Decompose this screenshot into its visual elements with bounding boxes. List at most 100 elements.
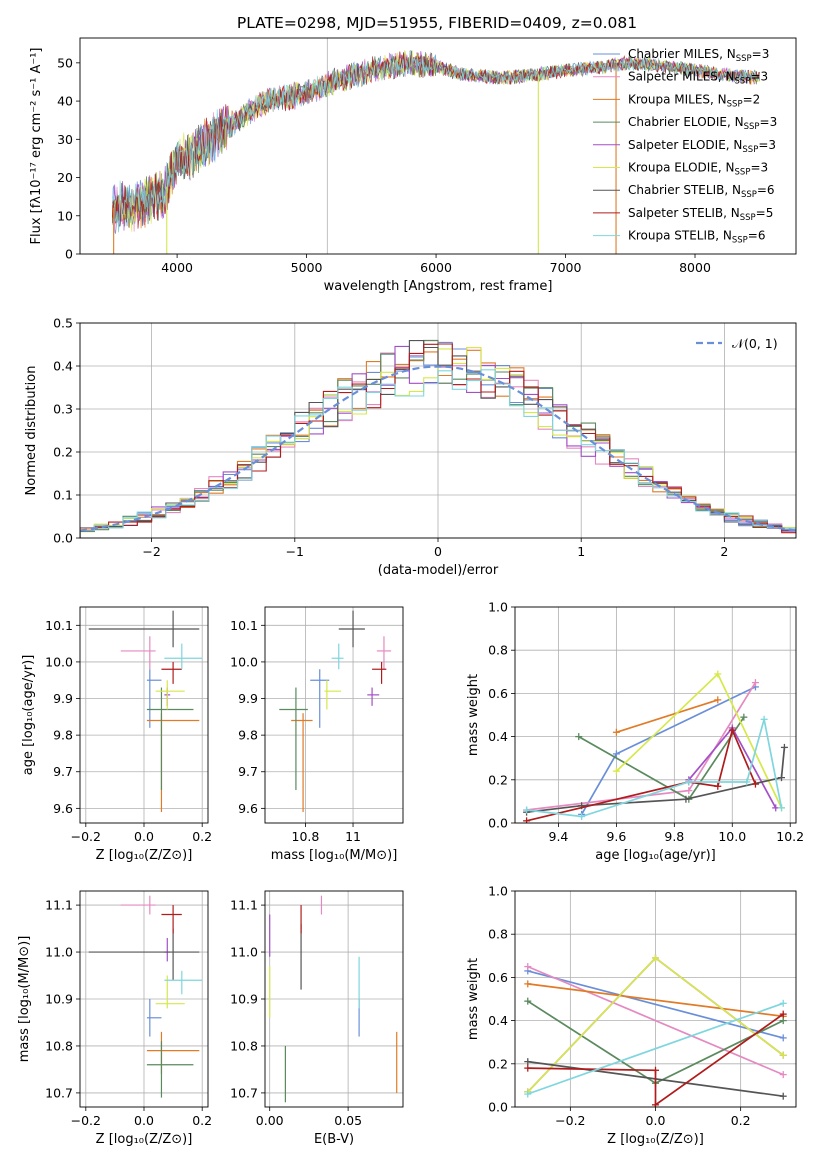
weight-line-kroupa-miles (616, 699, 719, 734)
panel-mass-vs-ebv: 0.00 0.05 10.7 10.8 10.9 11.0 11.1 E(B-V) (230, 890, 404, 1147)
y-tick-label: 30 (57, 132, 73, 147)
y-tick-label: 10.7 (230, 1085, 258, 1100)
x-tick-label: 4000 (161, 260, 193, 275)
x-axis-label: Z [log₁₀(Z/Z⊙)] (96, 848, 193, 863)
y-tick-label: 0.4 (488, 1013, 508, 1028)
legend-entry: Kroupa MILES, NSSP=2 (628, 92, 760, 109)
y-tick-label: 1.0 (488, 600, 508, 615)
y-tick-label: 10.0 (230, 654, 258, 669)
spectrum-line-salpeter-stelib (112, 51, 760, 229)
y-tick-label: 10.9 (45, 992, 73, 1007)
y-axis-label: Flux [fλ10⁻¹⁷ erg cm⁻² s⁻¹ A⁻¹] (29, 48, 44, 245)
y-tick-label: 0.2 (488, 1056, 508, 1071)
legend-entry: Chabrier ELODIE, NSSP=3 (628, 115, 777, 132)
legend-entry: Chabrier MILES, NSSP=3 (628, 47, 769, 64)
y-tick-label: 0.2 (488, 772, 508, 787)
y-tick-label: 10.7 (45, 1085, 73, 1100)
axes-frame (264, 890, 404, 1108)
y-tick-label: 0.0 (53, 531, 73, 546)
weight-line-chabrier-miles (527, 970, 784, 1039)
panel-weight-vs-z: −0.2 0.0 0.2 0.0 0.2 0.4 0.6 0.8 1.0 Z [log₁₀(Z/Z… (466, 884, 797, 1147)
y-tick-label: 0.6 (488, 970, 508, 985)
axes-frame (79, 322, 797, 539)
x-tick-label: 7000 (550, 260, 582, 275)
panel-residuals: −2 −1 0 1 2 0.0 0.1 0.2 0.3 0.4 0.5 (data-model)/er… (24, 316, 797, 578)
legend-entry: Salpeter MILES, NSSP=3 (628, 70, 768, 87)
x-tick-label: 0.0 (646, 1113, 666, 1128)
y-tick-label: 0.2 (53, 445, 73, 460)
x-tick-label: −0.2 (71, 1113, 101, 1128)
x-tick-label: 10.2 (776, 829, 804, 844)
y-tick-label: 9.8 (53, 728, 73, 743)
legend-entry: Salpeter STELIB, NSSP=5 (628, 206, 773, 223)
y-tick-label: 0 (65, 247, 73, 262)
x-axis-label: (data-model)/error (378, 563, 499, 578)
legend: 𝒩(0, 1) (696, 336, 778, 351)
axes-frame (514, 606, 797, 824)
y-tick-label: 10.1 (230, 618, 258, 633)
y-tick-label: 9.6 (238, 801, 258, 816)
legend-entry: Salpeter ELODIE, NSSP=3 (628, 138, 776, 155)
x-axis-label: Z [log₁₀(Z/Z⊙)] (96, 1132, 193, 1147)
panel-weight-vs-age: 9.4 9.6 9.8 10.0 10.2 0.0 0.2 0.4 0.6 0.8 1.0 age [… (466, 600, 804, 864)
y-tick-label: 0.1 (53, 488, 73, 503)
panel-age-vs-z: −0.2 0.0 0.2 9.6 9.7 9.8 9.9 10.0 10.1 Z [log₁₀(Z… (21, 606, 212, 863)
y-tick-label: 9.9 (238, 691, 258, 706)
x-tick-label: 2 (720, 544, 728, 559)
plot-area (88, 610, 203, 813)
y-tick-label: 0.5 (53, 316, 73, 331)
plot-area (80, 339, 796, 538)
y-tick-label: 11.0 (230, 945, 258, 960)
y-tick-label: 10.1 (45, 618, 73, 633)
y-tick-label: 10.8 (45, 1038, 73, 1053)
x-tick-label: 9.6 (606, 829, 626, 844)
axes-frame (79, 890, 209, 1108)
x-axis-label: wavelength [Angstrom, rest frame] (324, 279, 553, 294)
y-tick-label: 50 (57, 55, 73, 70)
axes-frame (264, 606, 404, 824)
weight-line-chabrier-miles (580, 686, 756, 815)
x-axis-label: mass [log₁₀(M/M⊙)] (271, 848, 398, 863)
x-tick-label: 9.8 (664, 829, 684, 844)
plot-area (279, 610, 392, 813)
weight-line-salpeter-stelib (526, 727, 757, 822)
x-tick-label: 0.0 (134, 1113, 154, 1128)
y-axis-label: mass weight (466, 958, 481, 1040)
panel-age-vs-mass: 10.8 11 9.6 9.7 9.8 9.9 10.0 10.1 mass [log₁₀(M/… (230, 606, 404, 863)
plot-area (112, 38, 760, 254)
y-tick-label: 40 (57, 94, 73, 109)
x-tick-label: 8000 (679, 260, 711, 275)
y-tick-label: 9.8 (238, 728, 258, 743)
weight-line-kroupa-stelib (527, 1002, 784, 1095)
y-tick-label: 10.9 (230, 992, 258, 1007)
y-tick-label: 0.8 (488, 643, 508, 658)
legend-entry: Kroupa STELIB, NSSP=6 (628, 229, 766, 246)
plot-area (523, 670, 788, 823)
x-tick-label: 0.2 (192, 1113, 212, 1128)
legend-entry: Chabrier STELIB, NSSP=6 (628, 183, 775, 200)
x-tick-label: 0.2 (192, 829, 212, 844)
histogram-chabrier-elodie (80, 339, 796, 538)
y-axis-label: mass weight (466, 674, 481, 756)
y-tick-label: 10.8 (230, 1038, 258, 1053)
weight-line-salpeter-miles (527, 965, 784, 1076)
x-tick-label: −1 (286, 544, 304, 559)
y-tick-label: 11.1 (230, 898, 258, 913)
legend-entry: Kroupa ELODIE, NSSP=3 (628, 161, 768, 178)
plot-area (524, 954, 787, 1107)
x-tick-label: 0.00 (256, 1113, 284, 1128)
y-tick-label: 20 (57, 170, 73, 185)
y-tick-label: 0.6 (488, 686, 508, 701)
x-tick-label: −2 (142, 544, 160, 559)
x-tick-label: 0 (434, 544, 442, 559)
x-axis-label: E(B-V) (314, 1132, 354, 1147)
panel-mass-vs-z: −0.2 0.0 0.2 10.7 10.8 10.9 11.0 11.1 Z [log₁₀(Z… (17, 890, 212, 1147)
x-tick-label: 10.8 (292, 829, 320, 844)
y-tick-label: 9.6 (53, 801, 73, 816)
x-axis-label: age [log₁₀(age/yr)] (595, 848, 716, 863)
y-tick-label: 0.0 (488, 816, 508, 831)
x-tick-label: −0.2 (555, 1113, 585, 1128)
x-tick-label: 0.05 (334, 1113, 362, 1128)
x-tick-label: 1 (577, 544, 585, 559)
